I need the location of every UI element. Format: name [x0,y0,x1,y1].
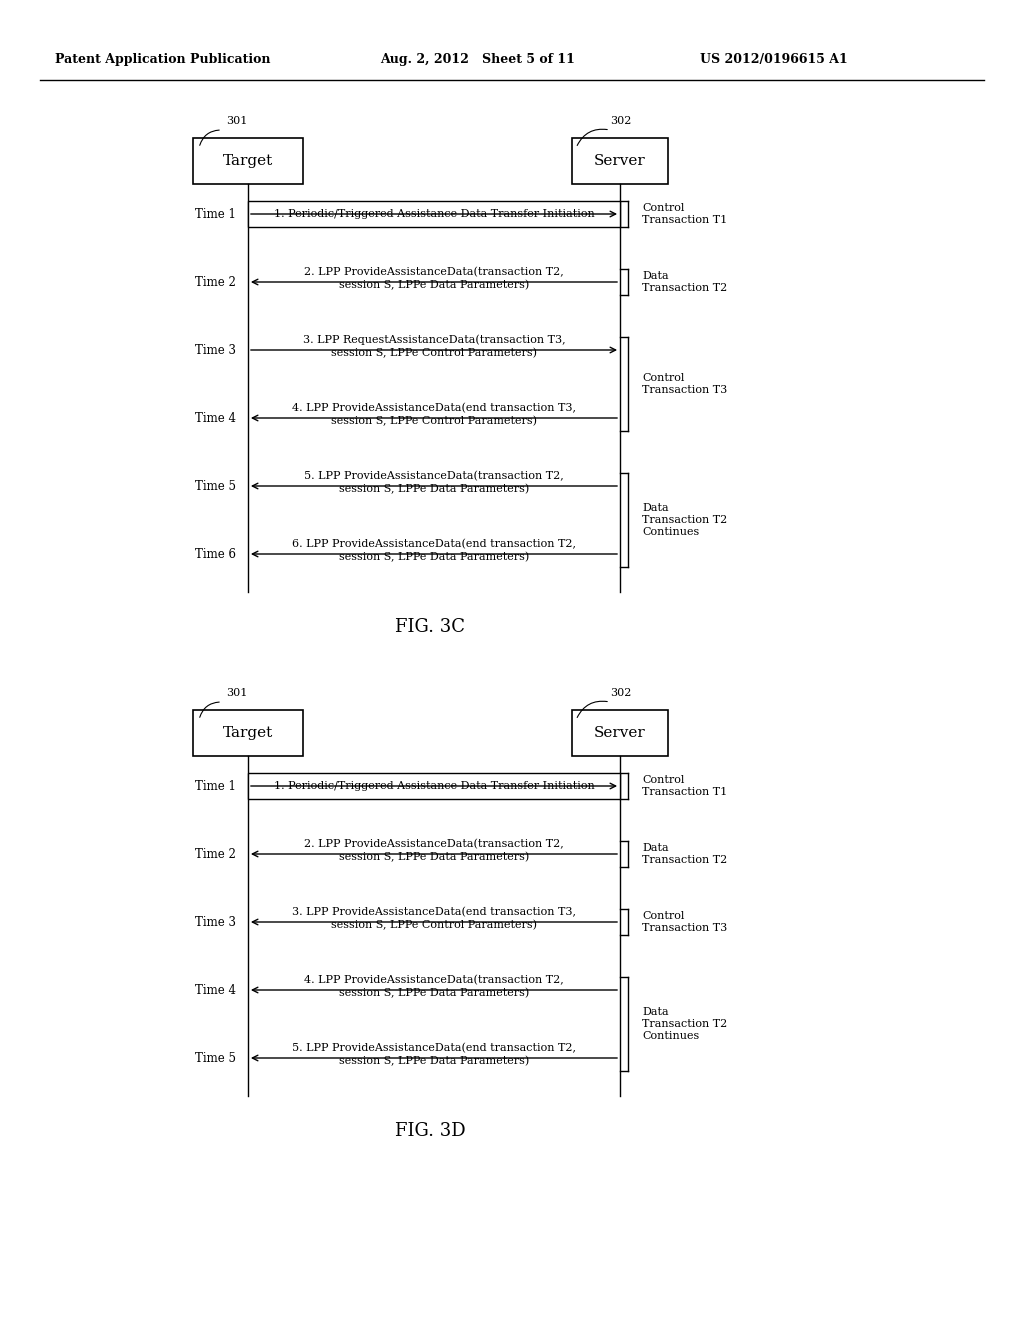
Text: 3. LPP RequestAssistanceData(transaction T3,: 3. LPP RequestAssistanceData(transaction… [303,334,565,345]
Text: Control
Transaction T3: Control Transaction T3 [642,911,727,933]
Text: Server: Server [594,726,646,741]
Text: Time 1: Time 1 [196,207,236,220]
Text: Target: Target [223,154,273,168]
Text: US 2012/0196615 A1: US 2012/0196615 A1 [700,54,848,66]
Text: Time 5: Time 5 [195,1052,236,1064]
Text: FIG. 3D: FIG. 3D [394,1122,465,1140]
Text: 302: 302 [610,116,632,125]
Text: 2. LPP ProvideAssistanceData(transaction T2,: 2. LPP ProvideAssistanceData(transaction… [304,267,564,277]
Text: FIG. 3C: FIG. 3C [395,618,465,636]
Text: Time 4: Time 4 [195,412,236,425]
Text: 1. Periodic/Triggered Assistance Data Transfer Initiation: 1. Periodic/Triggered Assistance Data Tr… [273,781,594,791]
Text: Time 2: Time 2 [196,276,236,289]
Text: 4. LPP ProvideAssistanceData(end transaction T3,: 4. LPP ProvideAssistanceData(end transac… [292,403,575,413]
Text: session S, LPPe Data Parameters): session S, LPPe Data Parameters) [339,1056,529,1067]
Text: 4. LPP ProvideAssistanceData(transaction T2,: 4. LPP ProvideAssistanceData(transaction… [304,974,564,985]
Text: 302: 302 [610,688,632,698]
Bar [572,139,668,183]
Bar [572,710,668,756]
Text: session S, LPPe Data Parameters): session S, LPPe Data Parameters) [339,483,529,494]
Text: session S, LPPe Control Parameters): session S, LPPe Control Parameters) [331,416,537,426]
Bar [193,710,303,756]
Text: 1. Periodic/Triggered Assistance Data Transfer Initiation: 1. Periodic/Triggered Assistance Data Tr… [273,209,594,219]
Text: session S, LPPe Data Parameters): session S, LPPe Data Parameters) [339,552,529,562]
Text: session S, LPPe Control Parameters): session S, LPPe Control Parameters) [331,920,537,931]
Text: Data
Transaction T2: Data Transaction T2 [642,271,727,293]
Text: Data
Transaction T2
Continues: Data Transaction T2 Continues [642,503,727,537]
Text: Target: Target [223,726,273,741]
Text: session S, LPPe Control Parameters): session S, LPPe Control Parameters) [331,347,537,358]
Text: Time 2: Time 2 [196,847,236,861]
Text: Time 3: Time 3 [195,916,236,928]
Text: Data
Transaction T2
Continues: Data Transaction T2 Continues [642,1007,727,1041]
Bar [248,774,620,799]
Bar [248,201,620,227]
Text: Time 3: Time 3 [195,343,236,356]
Text: 301: 301 [226,116,248,125]
Text: Patent Application Publication: Patent Application Publication [55,54,270,66]
Text: 5. LPP ProvideAssistanceData(end transaction T2,: 5. LPP ProvideAssistanceData(end transac… [292,1043,575,1053]
Text: session S, LPPe Data Parameters): session S, LPPe Data Parameters) [339,987,529,998]
Text: 3. LPP ProvideAssistanceData(end transaction T3,: 3. LPP ProvideAssistanceData(end transac… [292,907,575,917]
Text: Time 4: Time 4 [195,983,236,997]
Text: 5. LPP ProvideAssistanceData(transaction T2,: 5. LPP ProvideAssistanceData(transaction… [304,471,564,480]
Text: Time 1: Time 1 [196,780,236,792]
Text: Data
Transaction T2: Data Transaction T2 [642,842,727,865]
Text: Server: Server [594,154,646,168]
Text: 301: 301 [226,688,248,698]
Text: 6. LPP ProvideAssistanceData(end transaction T2,: 6. LPP ProvideAssistanceData(end transac… [292,539,575,549]
Text: Control
Transaction T1: Control Transaction T1 [642,203,727,226]
Bar [193,139,303,183]
Text: session S, LPPe Data Parameters): session S, LPPe Data Parameters) [339,280,529,290]
Text: Time 6: Time 6 [195,548,236,561]
Text: Control
Transaction T1: Control Transaction T1 [642,775,727,797]
Text: session S, LPPe Data Parameters): session S, LPPe Data Parameters) [339,851,529,862]
Text: Control
Transaction T3: Control Transaction T3 [642,372,727,395]
Text: Time 5: Time 5 [195,479,236,492]
Text: 2. LPP ProvideAssistanceData(transaction T2,: 2. LPP ProvideAssistanceData(transaction… [304,838,564,849]
Text: Aug. 2, 2012   Sheet 5 of 11: Aug. 2, 2012 Sheet 5 of 11 [380,54,574,66]
